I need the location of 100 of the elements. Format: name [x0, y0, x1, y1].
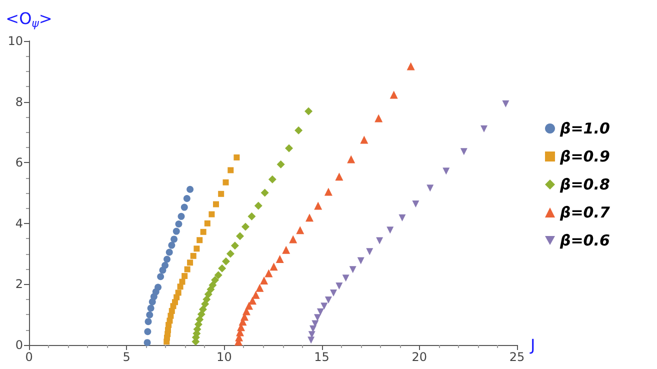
point — [147, 304, 154, 312]
point — [222, 257, 230, 266]
point — [198, 305, 207, 314]
point — [256, 284, 264, 292]
point — [144, 328, 152, 336]
point — [310, 325, 317, 332]
point — [412, 200, 420, 208]
point — [236, 232, 244, 240]
point — [218, 190, 224, 197]
x-tick-label: 15 — [314, 350, 330, 364]
point — [196, 315, 204, 324]
y-tick-label: 6 — [15, 156, 23, 170]
point — [460, 148, 468, 156]
point — [226, 250, 234, 258]
point — [248, 212, 256, 220]
point — [376, 237, 384, 244]
legend-label: β=0.6 — [559, 232, 610, 250]
point — [260, 276, 268, 285]
point — [184, 266, 190, 272]
x-tick-label: 20 — [412, 350, 428, 364]
point — [442, 168, 450, 175]
point — [228, 167, 234, 174]
point — [248, 296, 257, 305]
point — [336, 282, 343, 290]
point — [406, 62, 415, 70]
point — [166, 248, 173, 256]
point — [349, 266, 356, 274]
legend-label: β=0.7 — [559, 204, 610, 222]
point — [222, 179, 229, 186]
y-tick-label: 4 — [15, 216, 23, 230]
legend-label: β=1.0 — [559, 120, 610, 138]
point — [252, 290, 260, 299]
point — [254, 202, 262, 210]
point — [342, 274, 350, 282]
point — [264, 269, 273, 278]
point — [214, 271, 222, 280]
point — [172, 228, 180, 235]
point — [320, 302, 328, 310]
point — [179, 278, 186, 285]
legend-label: β=0.9 — [559, 148, 610, 166]
point — [196, 237, 203, 244]
point — [242, 307, 250, 316]
point — [398, 214, 406, 222]
point — [314, 314, 322, 322]
point — [218, 264, 226, 272]
point — [202, 295, 211, 304]
point — [204, 220, 210, 226]
point — [170, 236, 178, 243]
point — [175, 290, 182, 296]
x-tick-label: 5 — [122, 350, 130, 364]
point — [304, 107, 313, 116]
point — [306, 214, 314, 222]
legend-label: β=0.8 — [559, 176, 610, 194]
point — [208, 211, 215, 218]
point — [316, 308, 324, 316]
point — [386, 226, 394, 234]
point — [390, 90, 398, 99]
point — [234, 154, 240, 160]
point — [294, 126, 303, 134]
point — [190, 252, 196, 259]
point — [187, 260, 194, 266]
point — [144, 339, 151, 346]
y-tick-label: 8 — [15, 94, 23, 109]
point — [194, 246, 200, 252]
point — [200, 228, 206, 235]
point — [162, 262, 169, 269]
point — [211, 276, 220, 284]
x-tick-label: 25 — [509, 350, 525, 364]
point — [241, 222, 250, 231]
point — [164, 256, 171, 263]
point — [178, 212, 185, 220]
point — [260, 188, 269, 197]
x-tick-label: 10 — [216, 350, 232, 364]
point — [296, 226, 304, 234]
point — [276, 160, 285, 168]
point — [308, 336, 315, 344]
point — [146, 311, 154, 318]
y-tick-label: 2 — [15, 277, 23, 292]
point — [426, 184, 434, 192]
point — [289, 235, 298, 244]
y-tick-label: 0 — [15, 338, 23, 352]
point — [360, 136, 368, 144]
x-axis-title: J — [530, 336, 536, 354]
point — [208, 281, 217, 290]
point — [268, 175, 276, 184]
y-tick-label: 10 — [8, 34, 23, 48]
point — [270, 262, 278, 271]
point — [204, 290, 212, 298]
point — [502, 100, 510, 108]
point — [314, 202, 322, 210]
point — [357, 257, 364, 264]
point — [324, 296, 332, 304]
point — [347, 155, 356, 164]
point — [285, 144, 294, 152]
point — [183, 194, 190, 202]
point — [144, 318, 152, 326]
point — [213, 201, 219, 208]
point — [330, 290, 338, 297]
point — [366, 248, 374, 256]
point — [182, 272, 188, 279]
